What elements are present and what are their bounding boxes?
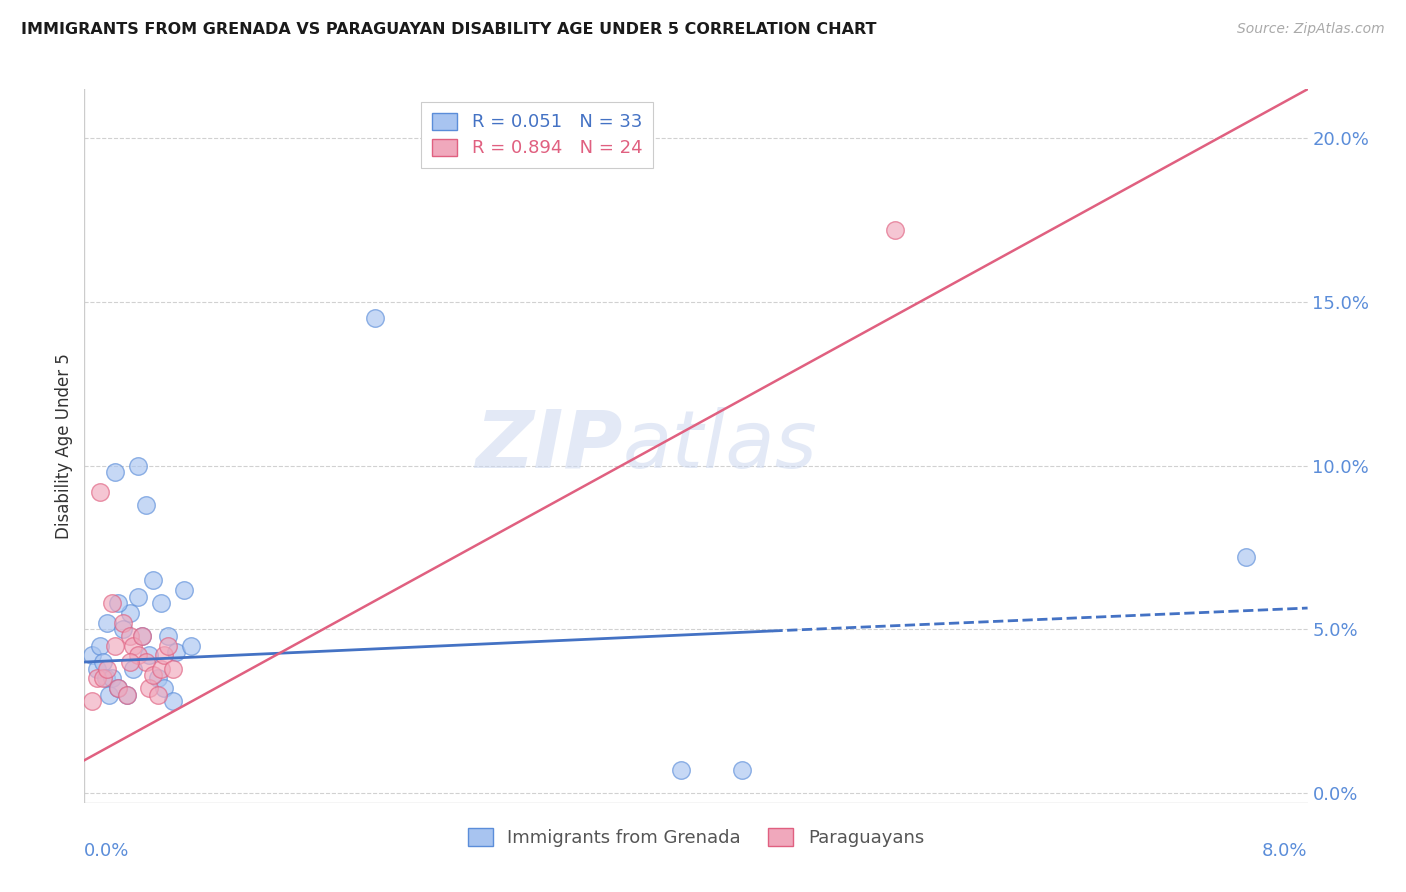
- Point: [138, 681, 160, 696]
- Point: [91, 655, 114, 669]
- Point: [146, 688, 169, 702]
- Point: [101, 596, 124, 610]
- Point: [111, 623, 134, 637]
- Text: 0.0%: 0.0%: [84, 842, 129, 860]
- Text: ZIP: ZIP: [475, 407, 623, 485]
- Point: [149, 662, 172, 676]
- Point: [104, 639, 127, 653]
- Point: [80, 648, 103, 663]
- Point: [111, 615, 134, 630]
- Point: [173, 582, 195, 597]
- Point: [115, 688, 138, 702]
- Point: [142, 573, 165, 587]
- Point: [91, 672, 114, 686]
- Point: [89, 639, 111, 653]
- Point: [135, 655, 157, 669]
- Point: [89, 484, 111, 499]
- Point: [669, 763, 692, 777]
- Point: [131, 629, 153, 643]
- Point: [153, 681, 176, 696]
- Point: [127, 590, 149, 604]
- Point: [97, 688, 120, 702]
- Point: [162, 694, 184, 708]
- Text: atlas: atlas: [623, 407, 817, 485]
- Point: [115, 688, 138, 702]
- Point: [86, 662, 108, 676]
- Legend: Immigrants from Grenada, Paraguayans: Immigrants from Grenada, Paraguayans: [461, 822, 931, 855]
- Point: [138, 648, 160, 663]
- Point: [107, 596, 129, 610]
- Text: Source: ZipAtlas.com: Source: ZipAtlas.com: [1237, 22, 1385, 37]
- Point: [731, 763, 754, 777]
- Point: [122, 662, 145, 676]
- Point: [142, 668, 165, 682]
- Point: [96, 615, 118, 630]
- Point: [86, 672, 108, 686]
- Point: [131, 629, 153, 643]
- Point: [120, 629, 142, 643]
- Point: [107, 681, 129, 696]
- Text: IMMIGRANTS FROM GRENADA VS PARAGUAYAN DISABILITY AGE UNDER 5 CORRELATION CHART: IMMIGRANTS FROM GRENADA VS PARAGUAYAN DI…: [21, 22, 876, 37]
- Point: [122, 639, 145, 653]
- Point: [153, 648, 176, 663]
- Point: [146, 672, 169, 686]
- Point: [96, 662, 118, 676]
- Point: [94, 672, 117, 686]
- Point: [107, 681, 129, 696]
- Point: [127, 648, 149, 663]
- Text: 8.0%: 8.0%: [1263, 842, 1308, 860]
- Point: [127, 458, 149, 473]
- Point: [120, 606, 142, 620]
- Point: [157, 629, 180, 643]
- Point: [162, 662, 184, 676]
- Point: [104, 465, 127, 479]
- Point: [364, 311, 387, 326]
- Point: [80, 694, 103, 708]
- Point: [883, 223, 905, 237]
- Point: [1236, 550, 1258, 565]
- Point: [135, 498, 157, 512]
- Point: [157, 639, 180, 653]
- Y-axis label: Disability Age Under 5: Disability Age Under 5: [55, 353, 73, 539]
- Point: [165, 645, 187, 659]
- Point: [180, 639, 202, 653]
- Point: [101, 672, 124, 686]
- Point: [120, 655, 142, 669]
- Point: [149, 596, 172, 610]
